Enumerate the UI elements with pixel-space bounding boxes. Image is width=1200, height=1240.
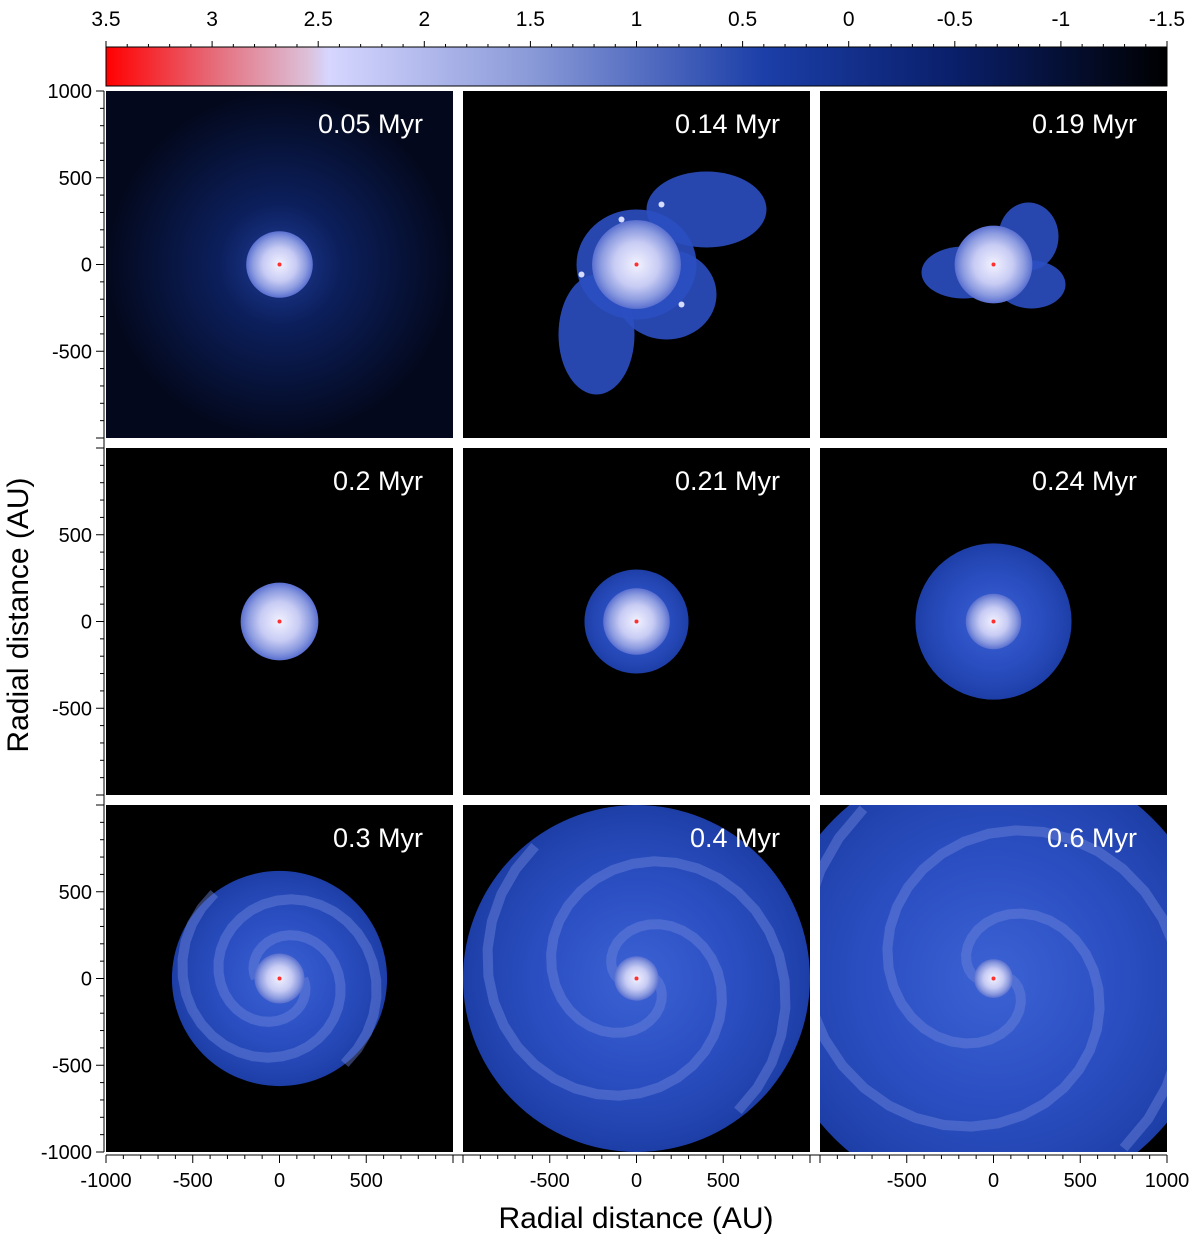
- x-tick-label: 500: [350, 1170, 383, 1192]
- panel-2: [463, 91, 810, 438]
- colorbar-tick-label: 2.5: [304, 8, 333, 31]
- x-tick-label: 0: [631, 1170, 642, 1192]
- y-tick-label: 500: [59, 525, 92, 547]
- central-star: [991, 619, 996, 624]
- panel-9: [820, 805, 1167, 1152]
- panel-grid: 0.05 Myr 0.14 Myr 0.19 Myr 0.2 Myr 0.21 Myr 0…: [106, 91, 1167, 1152]
- colorbar-tick-label: 1.5: [516, 8, 545, 31]
- central-star: [634, 619, 639, 624]
- colorbar-tick-label: 3: [206, 8, 218, 31]
- central-star: [277, 262, 282, 267]
- central-star: [991, 976, 996, 981]
- panel-6: [820, 448, 1167, 795]
- colorbar-tick-label: 0: [843, 8, 855, 31]
- x-tick-label: -500: [173, 1170, 213, 1192]
- colorbar-tick-label: -1.5: [1149, 8, 1185, 31]
- fragment-clump: [618, 216, 625, 223]
- spiral-arm: [882, 825, 1167, 1152]
- colorbar-tick-label: -1: [1052, 8, 1071, 31]
- panel-time-label: 0.19 Myr: [1032, 109, 1137, 139]
- x-tick-label: -1000: [80, 1170, 131, 1192]
- y-tick-label: -500: [52, 341, 92, 363]
- colorbar: 3.5 3 2.5 2 1.5 1 0.5 0 -0.5 -1 -1.5: [91, 8, 1185, 87]
- y-axis: 1000 500 0 -500 500 0 -500 500 0 -500 -1000: [41, 81, 105, 1164]
- spiral-arm: [177, 890, 346, 1063]
- y-tick-label: 500: [59, 168, 92, 190]
- panel-4: [106, 448, 453, 795]
- x-axis-title: Radial distance (AU): [498, 1202, 773, 1235]
- y-tick-label: -1000: [41, 1142, 92, 1164]
- spiral-arm: [213, 894, 382, 1067]
- y-axis-title: Radial distance (AU): [2, 477, 35, 752]
- y-tick-label: -500: [52, 698, 92, 720]
- spiral-arm: [482, 842, 727, 1101]
- x-tick-label: -500: [887, 1170, 927, 1192]
- spiral-arm: [820, 805, 1105, 1132]
- colorbar-tick-label: 2: [418, 8, 430, 31]
- colorbar-tick-label: 0.5: [728, 8, 757, 31]
- y-tick-label: 1000: [48, 81, 93, 103]
- central-star: [634, 976, 639, 981]
- y-tick-label: 500: [59, 882, 92, 904]
- y-tick-label: -500: [52, 1055, 92, 1077]
- central-star: [634, 262, 639, 267]
- x-tick-label: 500: [1064, 1170, 1097, 1192]
- panel-time-label: 0.2 Myr: [333, 466, 423, 496]
- panel-1: [106, 91, 453, 438]
- x-tick-label: -500: [530, 1170, 570, 1192]
- fragment-clump: [658, 201, 665, 208]
- central-star: [277, 619, 282, 624]
- panel-time-label: 0.4 Myr: [690, 823, 780, 853]
- x-tick-label: 0: [274, 1170, 285, 1192]
- central-star: [277, 976, 282, 981]
- x-tick-label: 1000: [1145, 1170, 1190, 1192]
- panel-7: [106, 805, 453, 1152]
- y-tick-label: 0: [81, 612, 92, 634]
- fragment-clump: [578, 271, 585, 278]
- colorbar-tick-label: 3.5: [91, 8, 120, 31]
- colorbar-gradient: [105, 46, 1168, 87]
- panel-time-label: 0.14 Myr: [675, 109, 780, 139]
- envelope-lobe: [646, 171, 767, 248]
- panel-3: [820, 91, 1167, 438]
- fragment-clump: [678, 301, 685, 308]
- x-axis: -1000 -500 0 500 -500 0 500 -500 0 500 1000: [80, 1154, 1190, 1192]
- spiral-arm: [546, 856, 791, 1115]
- x-tick-label: 0: [988, 1170, 999, 1192]
- panel-8: [463, 805, 810, 1152]
- x-tick-label: 500: [707, 1170, 740, 1192]
- colorbar-tick-label: -0.5: [937, 8, 973, 31]
- panel-time-label: 0.3 Myr: [333, 823, 423, 853]
- panel-time-label: 0.21 Myr: [675, 466, 780, 496]
- y-tick-label: 0: [81, 255, 92, 277]
- central-star: [991, 262, 996, 267]
- panel-time-label: 0.24 Myr: [1032, 466, 1137, 496]
- panel-time-label: 0.05 Myr: [318, 109, 423, 139]
- panel-5: [463, 448, 810, 795]
- envelope-lobe: [558, 274, 635, 395]
- colorbar-tick-label: 1: [631, 8, 643, 31]
- panel-time-label: 0.6 Myr: [1047, 823, 1137, 853]
- y-tick-label: 0: [81, 969, 92, 991]
